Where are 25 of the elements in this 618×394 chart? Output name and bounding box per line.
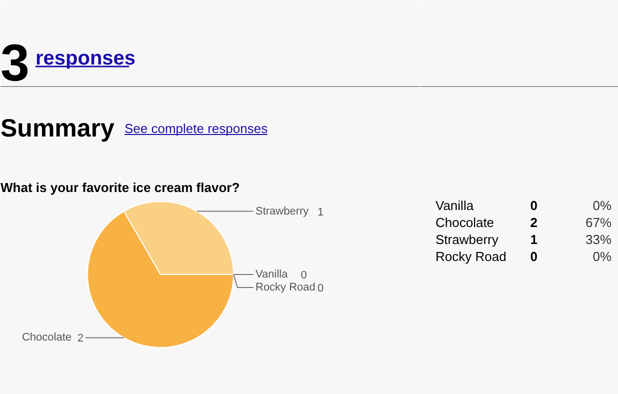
text: 33%: [585, 232, 612, 247]
text: 1: [530, 232, 538, 247]
text: 0: [530, 198, 538, 213]
text: See complete responses: [124, 121, 268, 136]
category-label: Rocky Road: [256, 282, 316, 294]
text: 2: [530, 215, 538, 230]
slice-label: Strawberry: [256, 205, 310, 218]
text: Rocky Road: [436, 249, 506, 264]
text: Strawberry: [436, 232, 499, 247]
data-label: 1: [318, 206, 324, 218]
text: 3: [0, 34, 30, 92]
slice-label: Chocolate: [22, 332, 72, 344]
text: 0%: [592, 249, 612, 264]
legend-label: Vanilla: [256, 268, 289, 280]
text: 0: [318, 282, 324, 294]
text: 67%: [585, 215, 612, 230]
text: 0%: [592, 198, 612, 213]
text: Vanilla: [436, 198, 474, 213]
text: Summary: [0, 114, 115, 142]
text: 0: [300, 270, 307, 282]
chart-title: What is your favorite ice cream flavor?: [0, 180, 240, 195]
text: responses: [36, 48, 136, 70]
text: Chocolate: [436, 215, 494, 230]
text: 0: [530, 249, 538, 264]
data-label: 2: [77, 332, 84, 345]
